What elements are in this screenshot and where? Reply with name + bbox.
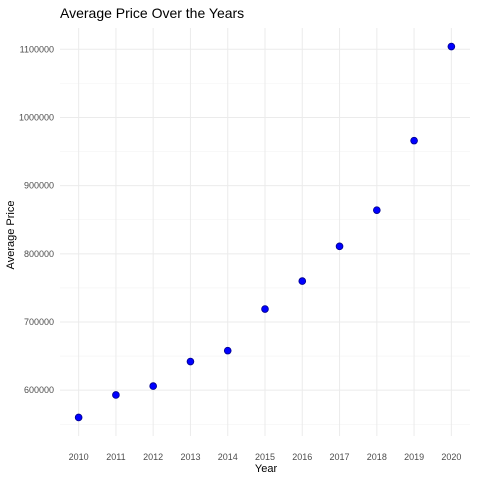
y-axis-title: Average Price (5, 201, 17, 270)
x-axis-title: Year (255, 463, 278, 475)
y-tick-label: 1100000 (20, 44, 54, 54)
y-tick-label: 700000 (24, 317, 54, 327)
data-point (186, 357, 195, 366)
grid (60, 28, 470, 436)
data-point (335, 242, 344, 251)
x-tick-label: 2013 (180, 452, 200, 462)
y-tick-label: 600000 (24, 385, 54, 395)
data-point (74, 413, 83, 422)
y-tick-label: 800000 (24, 249, 54, 259)
x-axis-ticks: 2010 2011 2012 2013 2014 2015 2016 2017 2018 2019… (69, 452, 462, 462)
data-point (223, 346, 232, 355)
y-tick-label: 900000 (24, 181, 54, 191)
x-tick-label: 2012 (143, 452, 163, 462)
x-tick-label: 2014 (218, 452, 238, 462)
data-point (149, 382, 157, 390)
x-tick-label: 2011 (106, 452, 125, 462)
y-tick-label: 1000000 (19, 112, 54, 122)
data-point (261, 305, 269, 313)
x-tick-label: 2018 (367, 452, 387, 462)
x-tick-label: 2016 (292, 452, 312, 462)
data-point (373, 206, 381, 214)
chart-title: Average Price Over the Years (60, 5, 244, 21)
x-tick-label: 2019 (404, 452, 424, 462)
data-point (447, 42, 456, 51)
x-tick-label: 2017 (330, 452, 350, 462)
data-point (112, 391, 120, 399)
y-axis-ticks: 600000 700000 800000 900000 1000000 1100000 (19, 44, 54, 395)
data-points (74, 42, 456, 422)
x-tick-label: 2015 (255, 452, 275, 462)
x-tick-label: 2010 (69, 452, 89, 462)
data-point (298, 277, 307, 285)
data-point (410, 136, 418, 145)
x-tick-label: 2020 (441, 452, 461, 462)
